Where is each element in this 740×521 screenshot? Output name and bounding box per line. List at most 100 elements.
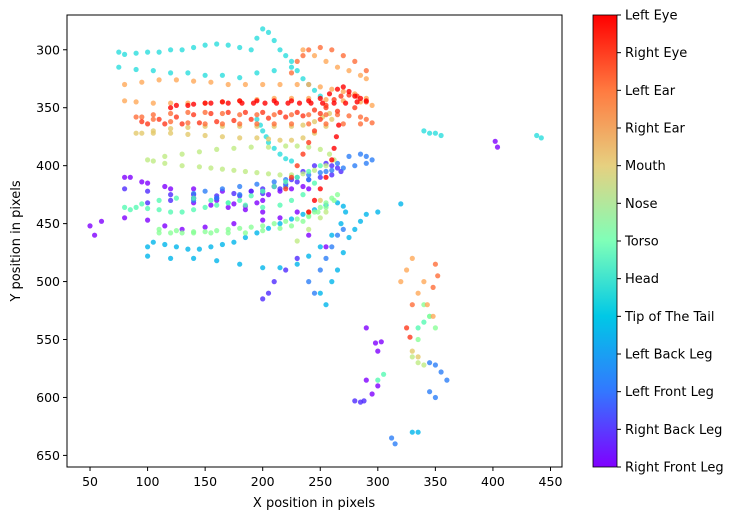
data-point — [329, 86, 335, 92]
data-point — [323, 105, 329, 111]
data-point — [421, 279, 427, 285]
data-point — [329, 167, 335, 173]
data-point — [185, 109, 191, 115]
data-point — [122, 81, 128, 88]
data-point — [294, 216, 300, 222]
data-point — [254, 200, 260, 206]
data-point — [168, 186, 174, 192]
data-point — [340, 121, 346, 127]
data-point — [254, 170, 260, 176]
data-point — [363, 325, 369, 331]
data-point — [398, 201, 404, 207]
data-point — [326, 151, 333, 157]
data-point — [219, 121, 225, 127]
data-point — [237, 225, 243, 231]
data-point — [277, 221, 283, 227]
data-point — [323, 112, 329, 118]
data-point — [306, 209, 312, 215]
data-point — [250, 100, 257, 106]
data-point — [260, 204, 266, 210]
data-point — [323, 163, 329, 169]
data-point — [92, 232, 98, 238]
data-point — [421, 128, 427, 134]
data-point — [168, 100, 174, 106]
data-point — [346, 88, 352, 95]
data-point — [311, 163, 318, 169]
data-point — [294, 238, 300, 244]
colorbar-label: Left Front Leg — [625, 385, 714, 400]
data-point — [404, 267, 410, 273]
data-point — [254, 35, 260, 41]
data-point — [352, 58, 358, 64]
data-point — [311, 180, 318, 186]
colorbar-label: Torso — [624, 235, 659, 250]
data-point — [265, 171, 272, 177]
data-point — [242, 202, 248, 208]
data-point — [242, 109, 248, 115]
data-point — [168, 47, 174, 53]
data-point — [352, 226, 358, 232]
y-axis: 300 350 400 450 500 550 600 650 — [36, 42, 67, 463]
data-point — [381, 371, 387, 377]
x-tick-label: 350 — [423, 474, 447, 489]
data-point — [150, 68, 156, 74]
data-point — [225, 109, 231, 115]
data-point — [185, 131, 191, 137]
data-point — [427, 360, 433, 366]
data-point — [300, 135, 306, 141]
data-point — [363, 76, 369, 82]
data-point — [283, 114, 289, 120]
data-point — [260, 197, 266, 203]
data-point — [196, 246, 202, 252]
data-point — [329, 157, 335, 163]
data-point — [311, 87, 318, 93]
data-point — [288, 174, 295, 180]
data-point — [265, 29, 272, 35]
data-point — [294, 209, 300, 215]
y-tick-label: 600 — [36, 390, 60, 405]
data-point — [378, 339, 384, 345]
data-point — [288, 197, 295, 203]
data-point — [363, 377, 369, 383]
data-point — [156, 207, 162, 213]
colorbar-label: Left Back Leg — [625, 348, 713, 363]
data-point — [300, 76, 306, 82]
data-point — [334, 64, 341, 70]
data-point — [271, 37, 277, 44]
data-point — [317, 267, 323, 273]
data-point — [317, 110, 323, 117]
data-point — [317, 170, 323, 176]
data-point — [315, 209, 321, 215]
data-point — [139, 130, 145, 136]
data-point — [122, 174, 128, 180]
data-point — [173, 102, 179, 108]
data-point — [219, 241, 225, 248]
data-point — [239, 100, 245, 106]
data-point — [277, 202, 283, 208]
data-point — [323, 58, 329, 64]
data-point — [185, 70, 191, 76]
data-point — [139, 114, 145, 120]
data-point — [208, 244, 214, 250]
data-point — [237, 261, 243, 267]
data-point — [277, 109, 283, 115]
data-point — [311, 119, 318, 125]
colorbar-label: Right Front Leg — [625, 461, 724, 476]
data-point — [340, 250, 346, 256]
data-point — [538, 135, 544, 141]
data-point — [323, 97, 329, 103]
data-point — [116, 64, 122, 70]
data-point — [225, 204, 231, 210]
plot-frame — [66, 14, 563, 468]
data-point — [127, 174, 133, 180]
data-point — [357, 121, 364, 127]
data-point — [338, 93, 344, 99]
data-point — [306, 112, 312, 118]
data-point — [237, 135, 243, 141]
y-tick-label: 300 — [36, 42, 60, 57]
data-point — [202, 100, 208, 106]
data-point — [191, 207, 197, 213]
data-point — [248, 47, 254, 53]
data-point — [331, 100, 337, 106]
data-point — [288, 223, 295, 229]
